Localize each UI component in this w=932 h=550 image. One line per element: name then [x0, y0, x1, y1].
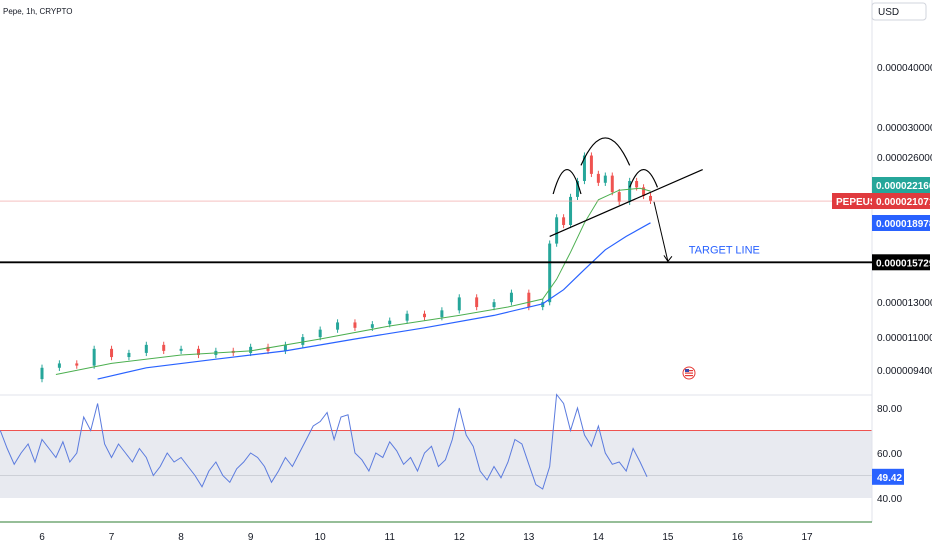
candle-body [336, 322, 340, 330]
candle-body [457, 297, 461, 311]
target-price-label-box [872, 254, 930, 271]
rsi-tick-label: 80.00 [877, 404, 902, 415]
candle-body [440, 310, 444, 318]
pattern-arc [629, 168, 659, 188]
price-tick-label: 0.000013000 [877, 298, 932, 309]
candle-body [110, 348, 114, 358]
rsi-band [0, 430, 872, 498]
ma-slow-line [97, 222, 651, 380]
candle-body [555, 217, 559, 244]
time-tick-label: 7 [109, 532, 115, 543]
candle-body [301, 337, 305, 345]
candle-body [509, 292, 513, 303]
time-tick-label: 14 [593, 532, 605, 543]
candle-body [127, 352, 131, 358]
time-tick-label: 15 [662, 532, 674, 543]
arrow-head [663, 255, 673, 263]
candle-body [589, 155, 593, 174]
candle-body [318, 329, 322, 338]
candle-body [40, 367, 44, 380]
candle-body [492, 302, 496, 308]
candle-body [144, 344, 148, 353]
last-price-label: 0.000021071 [876, 197, 932, 208]
candle-body [249, 346, 253, 353]
rsi-last-value-box [872, 468, 904, 485]
candle-body [196, 348, 200, 355]
candle-body [179, 348, 183, 351]
time-axis-ticks: 6 7 8 9 10 11 12 13 14 15 16 17 [39, 532, 813, 543]
candle-body [628, 180, 632, 202]
candle-body [642, 187, 646, 196]
pattern-arc [580, 137, 631, 166]
candle-body [266, 346, 270, 351]
price-tick-label: 0.000040000 [877, 63, 932, 74]
currency-label: USD [878, 7, 899, 18]
currency-selector[interactable]: USD [871, 2, 927, 21]
candle-body [569, 196, 573, 225]
candle-body [405, 313, 409, 321]
price-axis-ticks: 0.000040000 0.000030000 0.000026000 0.00001… [877, 63, 932, 377]
arrow-shaft [653, 201, 669, 262]
candle-body [576, 180, 579, 197]
ma-price-label-box [872, 215, 930, 231]
symbol-title: Pepe, 1h, CRYPTO [3, 7, 73, 16]
price-tick-label: 0.000011000 [877, 333, 932, 344]
candle-body [582, 155, 586, 181]
price-tick-label: 0.000009400 [877, 366, 932, 377]
last-price-label-box [872, 193, 930, 209]
rsi-tick-label: 60.00 [877, 449, 902, 460]
price-tick-label: 0.000030000 [877, 123, 932, 134]
candle-body [75, 363, 79, 366]
symbol-price-label-box [832, 193, 872, 209]
time-tick-label: 11 [385, 532, 396, 543]
candle-body [610, 175, 614, 193]
candle-body [548, 243, 552, 303]
candle-body [617, 192, 621, 202]
rsi-tick-label: 40.00 [877, 494, 902, 505]
time-tick-label: 13 [523, 532, 535, 543]
time-tick-label: 8 [178, 532, 184, 543]
us-flag-icon [682, 366, 696, 380]
candle-body [562, 217, 566, 225]
candle-body [527, 292, 531, 308]
high-price-label: 0.000022166 [876, 181, 932, 192]
price-tick-label: 0.000026000 [877, 153, 932, 164]
ma-fast-line [55, 187, 651, 375]
target-line-annotation: TARGET LINE [689, 244, 760, 256]
time-tick-label: 6 [39, 532, 45, 543]
rsi-line [0, 393, 648, 490]
candle-body [370, 324, 374, 328]
time-tick-label: 12 [454, 532, 466, 543]
candle-body [283, 344, 287, 351]
candle-body [541, 302, 545, 308]
candle-body [635, 180, 639, 188]
neckline [549, 169, 703, 237]
candle-body [57, 363, 61, 368]
time-tick-label: 16 [732, 532, 744, 543]
pattern-drawings [549, 137, 703, 263]
pattern-arc [552, 169, 582, 195]
time-tick-label: 10 [315, 532, 327, 543]
candle-body [388, 320, 392, 325]
symbol-price-label: PEPEUSD [836, 197, 884, 208]
candle-body [162, 344, 166, 351]
candle-body [649, 195, 653, 201]
rsi-axis-ticks: 80.00 60.00 40.00 49.42 [872, 404, 904, 505]
rsi-last-value-label: 49.42 [877, 473, 902, 484]
candle-body [596, 173, 600, 183]
candle-body [423, 313, 426, 318]
candle-body [92, 348, 96, 366]
ma-price-label: 0.000018978 [876, 219, 932, 230]
candle-body [603, 175, 607, 183]
time-tick-label: 9 [248, 532, 254, 543]
candle-body [353, 322, 357, 328]
time-tick-label: 17 [801, 532, 813, 543]
high-price-label-box [872, 177, 930, 193]
candle-body [475, 297, 479, 308]
candles-group [40, 152, 653, 383]
target-price-label: 0.000015729 [876, 258, 932, 269]
